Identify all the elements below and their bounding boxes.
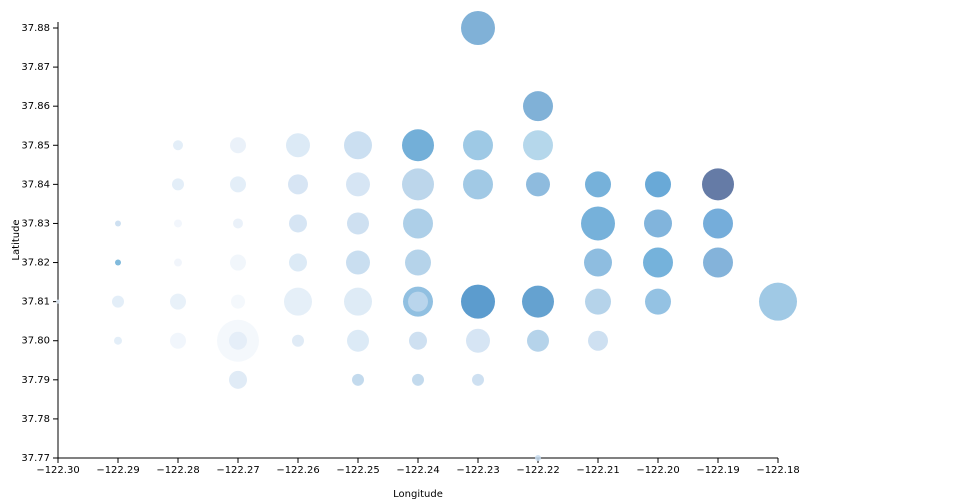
bubble <box>402 168 434 201</box>
bubble <box>174 219 182 228</box>
bubble <box>346 250 370 275</box>
bubble <box>284 287 312 316</box>
x-tick-label: −122.30 <box>36 465 79 476</box>
bubble <box>581 206 615 241</box>
bubble <box>115 259 121 266</box>
y-tick-label: 37.87 <box>21 62 50 73</box>
bubble <box>170 332 186 349</box>
bubble <box>585 171 611 198</box>
bubble <box>461 284 495 319</box>
bubble <box>344 131 372 160</box>
bubble <box>402 129 434 162</box>
y-axis-label: Latitude <box>11 219 22 260</box>
bubble <box>289 253 307 272</box>
bubble <box>233 218 243 229</box>
x-tick-label: −122.23 <box>456 465 499 476</box>
y-tick-label: 37.83 <box>21 218 50 229</box>
x-tick-label: −122.19 <box>696 465 739 476</box>
bubble <box>463 169 493 200</box>
y-tick-label: 37.79 <box>21 375 50 386</box>
bubble <box>292 334 304 347</box>
y-tick-label: 37.88 <box>21 23 50 34</box>
bubble <box>466 328 490 353</box>
bubble <box>347 329 369 352</box>
y-tick-label: 37.85 <box>21 140 50 151</box>
bubble <box>286 133 310 158</box>
bubble <box>412 373 424 386</box>
bubble <box>352 373 364 386</box>
bubble <box>703 208 733 239</box>
x-tick-label: −122.24 <box>396 465 439 476</box>
x-axis-label: Longitude <box>393 489 443 500</box>
bubble <box>115 220 121 227</box>
bubble <box>472 373 484 386</box>
bubble <box>114 336 122 345</box>
bubble <box>403 208 433 239</box>
y-tick-label: 37.80 <box>21 336 50 347</box>
bubble <box>289 214 307 233</box>
bubble <box>523 91 553 122</box>
y-tick-label: 37.78 <box>21 414 50 425</box>
bubble <box>703 247 733 278</box>
x-tick-label: −122.29 <box>96 465 139 476</box>
x-tick-label: −122.18 <box>756 465 799 476</box>
bubble <box>230 176 246 193</box>
bubble <box>170 293 186 310</box>
bubble <box>230 254 246 271</box>
bubble <box>288 174 308 195</box>
bubble <box>584 248 612 277</box>
bubble <box>173 140 183 151</box>
bubble <box>229 331 247 350</box>
bubble <box>112 295 124 308</box>
bubble <box>409 331 427 350</box>
bubble <box>461 11 495 45</box>
x-tick-label: −122.27 <box>216 465 259 476</box>
bubble <box>344 287 372 316</box>
bubble <box>174 258 182 267</box>
x-tick-label: −122.25 <box>336 465 379 476</box>
x-tick-label: −122.21 <box>576 465 619 476</box>
bubble <box>526 172 550 197</box>
x-tick-label: −122.26 <box>276 465 319 476</box>
bubble <box>229 370 247 389</box>
bubble <box>645 288 671 315</box>
y-tick-label: 37.86 <box>21 101 50 112</box>
bubble <box>230 137 246 154</box>
bubble <box>527 329 549 352</box>
bubble <box>535 455 541 461</box>
bubble <box>585 288 611 315</box>
x-tick-label: −122.22 <box>516 465 559 476</box>
bubble <box>405 249 431 276</box>
bubble <box>643 247 673 278</box>
bubble <box>408 291 428 312</box>
bubble <box>463 130 493 161</box>
y-tick-label: 37.77 <box>21 453 50 464</box>
y-tick-label: 37.84 <box>21 179 50 190</box>
x-tick-label: −122.20 <box>636 465 679 476</box>
bubble <box>645 171 671 198</box>
bubble <box>231 294 245 309</box>
bubble <box>56 299 60 304</box>
bubble <box>346 172 370 197</box>
bubble <box>759 282 797 321</box>
y-tick-label: 37.82 <box>21 258 50 269</box>
bubble <box>588 330 608 351</box>
bubble <box>702 168 734 201</box>
y-tick-label: 37.81 <box>21 297 50 308</box>
bubble <box>644 209 672 238</box>
bubble <box>172 178 184 191</box>
bubble <box>522 285 554 318</box>
bubble <box>523 130 553 161</box>
bubble <box>347 212 369 235</box>
x-tick-label: −122.28 <box>156 465 199 476</box>
